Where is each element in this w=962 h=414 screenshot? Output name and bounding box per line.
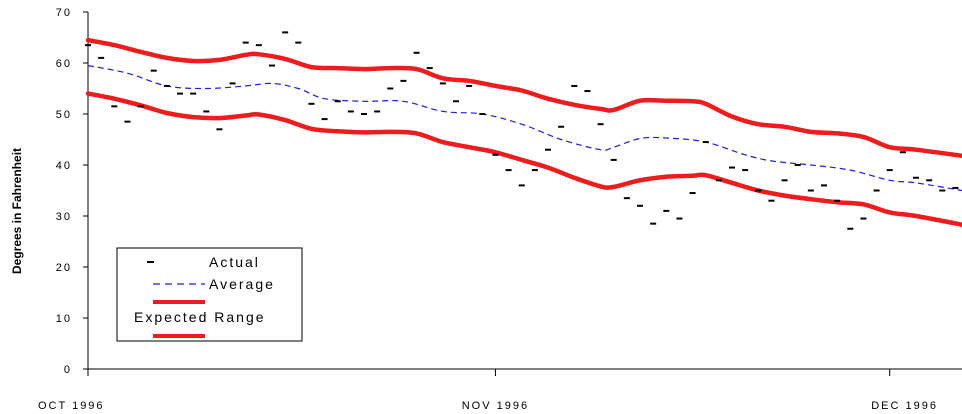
y-tick-label: 40 — [56, 160, 72, 172]
y-tick-label: 10 — [56, 313, 72, 325]
legend-actual-label: Actual — [209, 254, 260, 270]
x-tick-label: NOV 1996 — [462, 400, 529, 412]
y-axis-title: Degrees in Fahrenheit — [10, 148, 24, 274]
x-ticks: OCT 1996 NOV 1996 DEC 1996 — [38, 369, 938, 412]
y-tick-label: 20 — [56, 262, 72, 274]
expected-range-line — [85, 37, 962, 159]
legend-range-label: Expected Range — [134, 309, 266, 325]
legend: Actual Average Expected Range — [116, 247, 303, 342]
x-axis: OCT 1996 NOV 1996 DEC 1996 — [38, 368, 962, 412]
y-tick-label: 30 — [56, 211, 72, 223]
y-tick-label: 60 — [56, 58, 72, 70]
legend-average-label: Average — [209, 276, 275, 292]
average-line — [87, 65, 962, 192]
legend-box — [116, 247, 303, 342]
series-layer — [85, 31, 962, 230]
x-tick-label: OCT 1996 — [38, 400, 105, 412]
y-tick-label: 50 — [56, 109, 72, 121]
y-tick-label: 0 — [64, 364, 72, 376]
y-tick-label: 70 — [56, 7, 72, 19]
x-tick-label: DEC 1996 — [871, 400, 938, 412]
y-axis: 0 10 20 30 40 50 60 70 — [56, 7, 89, 376]
expected-range-line — [85, 91, 962, 227]
y-ticks: 0 10 20 30 40 50 60 70 — [56, 7, 88, 376]
